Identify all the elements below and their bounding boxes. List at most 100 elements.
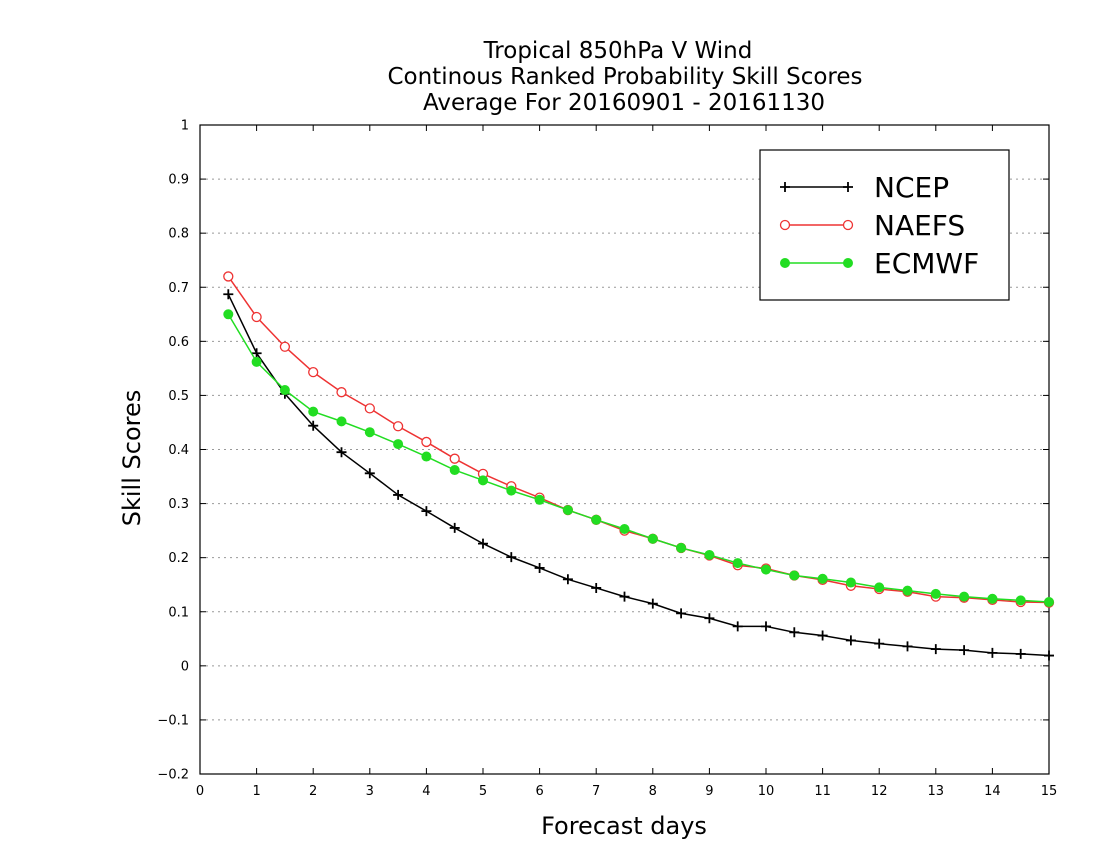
legend-marker-ecmwf: [780, 258, 790, 268]
title-line-2: Continous Ranked Probability Skill Score…: [387, 64, 862, 90]
data-point-ecmwf: [308, 406, 319, 417]
data-point-ncep: [449, 522, 460, 533]
data-point-ncep: [987, 647, 998, 658]
data-point-ncep: [619, 591, 630, 602]
data-point-ncep: [1015, 648, 1026, 659]
legend-marker-ecmwf: [843, 258, 853, 268]
y-tick-label: −0.2: [157, 768, 189, 783]
legend-marker-naefs: [779, 219, 791, 231]
series-layer: [223, 271, 1055, 661]
data-point-ncep: [534, 562, 545, 573]
legend-marker-ncep: [780, 182, 790, 192]
y-tick-label: 1: [181, 119, 189, 134]
y-tick-label: 0.5: [168, 389, 189, 404]
data-point-ecmwf: [761, 564, 771, 575]
data-point-ncep: [676, 608, 687, 619]
legend-entry-ecmwf: ECMWF: [780, 247, 979, 280]
data-point-ncep: [959, 645, 970, 656]
legend-marker-ncep: [843, 182, 853, 192]
data-point-ecmwf: [364, 427, 375, 438]
legend-entries: NCEP NAEFS ECMWF: [779, 171, 979, 280]
data-point-ecmwf: [704, 549, 715, 560]
data-point-ncep: [223, 289, 234, 300]
y-tick-label: 0.9: [168, 173, 189, 188]
legend-entry-ncep: NCEP: [780, 171, 949, 204]
x-tick-label: 10: [758, 784, 775, 799]
legend-label-naefs: NAEFS: [874, 209, 965, 242]
x-tick-label: 2: [309, 784, 317, 799]
data-point-ncep: [562, 574, 573, 585]
legend-marker-naefs: [842, 219, 854, 231]
x-tick-label: 9: [705, 784, 713, 799]
data-point-naefs: [308, 367, 319, 378]
x-tick-label: 11: [814, 784, 831, 799]
chart-title: Tropical 850hPa V Wind Continous Ranked …: [387, 38, 862, 116]
data-point-ecmwf: [902, 585, 913, 596]
data-point-naefs: [251, 311, 262, 323]
y-axis-label: Skill Scores: [118, 390, 146, 527]
data-point-ecmwf: [987, 593, 998, 604]
data-point-ecmwf: [478, 475, 488, 486]
x-tick-label: 13: [928, 784, 945, 799]
x-tick-label: 15: [1041, 784, 1058, 799]
data-point-ncep: [874, 638, 885, 649]
data-point-ncep: [930, 644, 941, 655]
data-point-ncep: [308, 420, 319, 431]
data-point-ecmwf: [930, 588, 941, 599]
data-point-naefs: [449, 453, 460, 464]
legend-label-ecmwf: ECMWF: [874, 247, 979, 280]
x-tick-label: 12: [871, 784, 888, 799]
legend-label-ncep: NCEP: [874, 171, 949, 204]
legend: NCEP NAEFS ECMWF: [759, 149, 1010, 301]
data-point-ncep: [421, 506, 432, 517]
x-tick-label: 1: [252, 784, 260, 799]
data-point-naefs: [223, 271, 234, 282]
data-point-ncep: [845, 635, 856, 646]
series-ecmwf: [223, 309, 1054, 608]
data-point-ecmwf: [676, 542, 687, 553]
data-point-ecmwf: [223, 309, 234, 320]
data-point-naefs: [279, 341, 291, 352]
data-point-ecmwf: [591, 514, 602, 525]
data-point-naefs: [364, 403, 375, 414]
data-point-ecmwf: [732, 558, 743, 569]
y-tick-label: 0.2: [168, 551, 189, 566]
x-tick-label: 6: [535, 784, 543, 799]
x-tick-label: 5: [479, 784, 487, 799]
data-point-ecmwf: [393, 439, 404, 450]
data-point-ncep: [817, 630, 828, 641]
data-point-ecmwf: [845, 577, 856, 588]
x-tick-label: 7: [592, 784, 600, 799]
data-point-ecmwf: [251, 356, 262, 367]
data-point-ncep: [704, 613, 715, 624]
data-point-ecmwf: [336, 416, 347, 427]
x-axis-label: Forecast days: [541, 812, 707, 840]
title-line-1: Tropical 850hPa V Wind: [483, 38, 753, 64]
x-tick-label: 14: [984, 784, 1001, 799]
data-point-ecmwf: [959, 591, 970, 602]
data-point-ncep: [902, 641, 913, 652]
y-tick-label: 0.4: [168, 443, 189, 458]
series-line-ecmwf: [227, 313, 1050, 603]
series-line-ncep: [227, 293, 1050, 657]
data-point-ncep: [251, 348, 262, 359]
x-tick-label: 0: [196, 784, 204, 799]
series-naefs: [223, 271, 1055, 608]
data-point-naefs: [392, 421, 404, 432]
x-axis: 0 1 2 3 4 5 6 7 8 9 10 11 12 13 14 15: [196, 125, 1057, 799]
series-ncep: [223, 289, 1054, 661]
data-point-ecmwf: [449, 465, 460, 476]
data-point-ncep: [364, 468, 375, 479]
data-point-ecmwf: [534, 494, 545, 505]
data-point-ncep: [647, 598, 658, 609]
y-tick-label: 0.1: [168, 605, 189, 620]
y-tick-label: 0.7: [168, 281, 189, 296]
title-line-3: Average For 20160901 - 20161130: [423, 90, 825, 116]
data-point-ncep: [478, 538, 488, 549]
y-tick-label: −0.1: [157, 713, 189, 728]
data-point-ecmwf: [279, 385, 290, 396]
data-point-ncep: [789, 627, 800, 638]
y-tick-label: 0: [181, 659, 189, 674]
data-point-ecmwf: [1015, 595, 1026, 606]
